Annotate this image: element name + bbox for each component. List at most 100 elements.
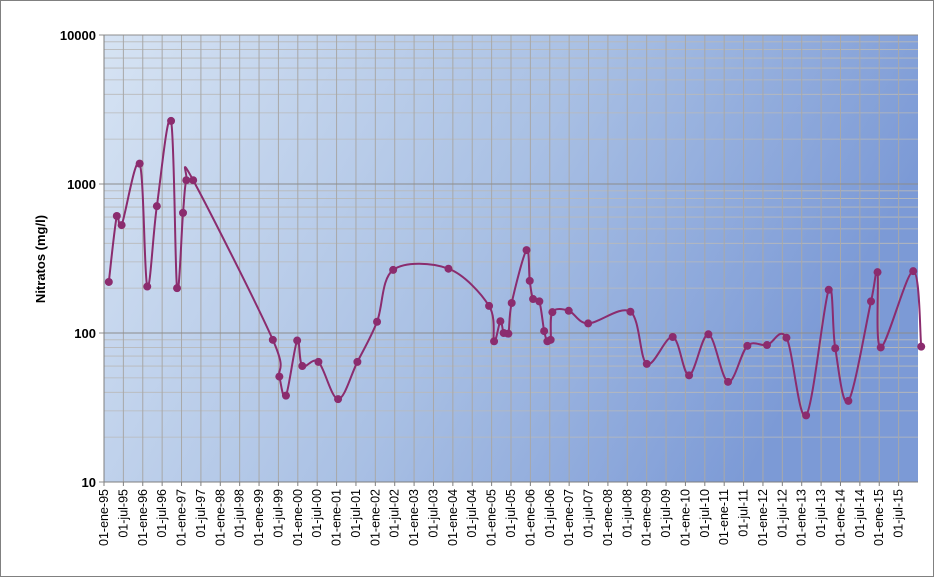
data-point	[548, 308, 557, 317]
x-tick-label: 01-jul-97	[194, 489, 208, 538]
data-point	[112, 211, 121, 220]
data-point	[743, 341, 752, 350]
x-tick-label: 01-ene-97	[175, 489, 189, 546]
x-tick-label: 01-ene-95	[97, 489, 111, 546]
x-tick-label: 01-jul-03	[426, 489, 440, 538]
data-point	[298, 362, 307, 371]
x-tick-label: 01-ene-11	[717, 489, 731, 545]
data-point	[314, 357, 323, 366]
x-tick-label: 01-jul-96	[155, 489, 169, 538]
vertical-gridlines	[103, 35, 900, 486]
x-tick-label: 01-ene-03	[407, 489, 421, 546]
x-tick-label: 01-jul-99	[271, 489, 285, 538]
y-tick-labels: 10 100 1000 10000	[60, 28, 96, 490]
x-tick-label: 01-jul-06	[543, 489, 557, 538]
data-point	[564, 306, 573, 315]
data-point	[626, 307, 635, 316]
x-tick-label: 01-ene-00	[291, 489, 305, 546]
y-tick-label: 10	[82, 475, 96, 490]
x-tick-label: 01-ene-04	[446, 489, 460, 546]
data-point	[179, 208, 188, 217]
data-point	[117, 221, 126, 230]
x-tick-label: 01-jul-13	[814, 489, 828, 538]
data-point	[873, 268, 882, 277]
data-point	[152, 202, 161, 211]
data-point	[782, 333, 791, 342]
data-point	[496, 317, 505, 326]
data-point	[373, 317, 382, 326]
data-point	[535, 297, 544, 306]
x-tick-label: 01-jul-10	[698, 489, 712, 538]
y-tick-label: 10000	[60, 28, 96, 43]
data-point	[173, 284, 182, 293]
x-tick-label: 01-jul-08	[620, 489, 634, 538]
x-tick-label: 01-ene-13	[795, 489, 809, 546]
x-tick-label: 01-ene-98	[213, 489, 227, 546]
x-tick-label: 01-ene-96	[136, 489, 150, 546]
data-point	[876, 343, 885, 352]
data-point	[135, 159, 144, 168]
data-point	[490, 337, 499, 346]
data-point	[824, 285, 833, 294]
data-point	[275, 372, 284, 381]
x-tick-label: 01-jul-11	[737, 489, 751, 537]
data-point	[525, 276, 534, 285]
data-markers	[104, 116, 926, 420]
x-tick-label: 01-jul-00	[310, 489, 324, 538]
data-point	[522, 246, 531, 255]
data-point	[281, 391, 290, 400]
data-point	[831, 344, 840, 353]
data-point	[504, 329, 513, 338]
data-point	[909, 267, 918, 276]
y-tick-label: 100	[74, 326, 96, 341]
data-point	[334, 395, 343, 404]
x-tick-label: 01-ene-01	[330, 489, 344, 546]
x-tick-label: 01-jul-09	[659, 489, 673, 538]
x-tick-label: 01-ene-02	[368, 489, 382, 546]
data-point	[182, 176, 191, 185]
x-tick-label: 01-jul-14	[853, 489, 867, 538]
x-tick-label: 01-ene-15	[872, 489, 886, 546]
data-point	[507, 298, 516, 307]
data-point	[584, 319, 593, 328]
data-point	[189, 176, 198, 185]
x-tick-label: 01-ene-10	[678, 489, 692, 546]
x-tick-label: 01-ene-07	[562, 489, 576, 546]
data-point	[268, 335, 277, 344]
x-tick-label: 01-jul-95	[116, 489, 130, 538]
x-tick-label: 01-ene-99	[252, 489, 266, 546]
data-point	[529, 295, 538, 304]
data-point	[763, 341, 772, 350]
data-point	[704, 330, 713, 339]
x-tick-label: 01-ene-08	[601, 489, 615, 546]
data-point	[540, 327, 549, 336]
x-tick-label: 01-ene-14	[833, 489, 847, 546]
x-tick-label: 01-ene-09	[640, 489, 654, 546]
x-tick-label: 01-jul-98	[233, 489, 247, 538]
data-point	[104, 277, 113, 286]
x-tick-label: 01-jul-15	[892, 489, 906, 538]
data-point	[867, 297, 876, 306]
data-point	[668, 333, 677, 342]
data-point	[293, 336, 302, 345]
x-tick-label: 01-jul-02	[388, 489, 402, 538]
data-point	[167, 116, 176, 125]
data-point	[844, 396, 853, 405]
data-point	[353, 357, 362, 366]
data-point	[389, 265, 398, 274]
x-tick-label: 01-ene-06	[523, 489, 537, 546]
y-tick-label: 1000	[67, 177, 96, 192]
y-axis-label: Nitratos (mg/l)	[33, 215, 48, 303]
data-point	[724, 377, 733, 386]
x-tick-label: 01-jul-12	[775, 489, 789, 538]
data-point	[143, 282, 152, 291]
data-point	[802, 411, 811, 420]
x-tick-label: 01-jul-07	[582, 489, 596, 538]
x-tick-label: 01-jul-04	[465, 489, 479, 538]
data-point	[485, 301, 494, 310]
data-point	[546, 335, 555, 344]
data-point	[444, 264, 453, 273]
data-point	[685, 371, 694, 380]
